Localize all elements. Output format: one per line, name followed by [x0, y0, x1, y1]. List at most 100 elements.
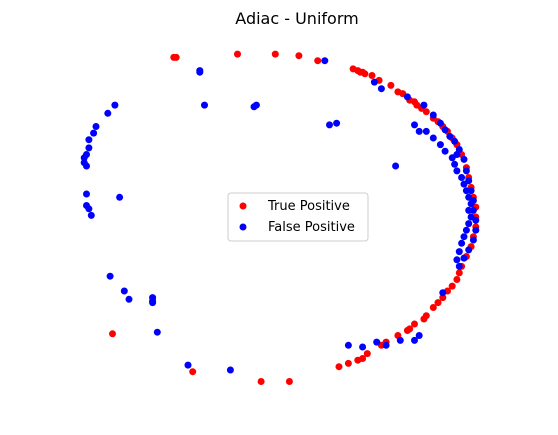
- false-positive-point: [149, 299, 157, 307]
- false-positive-point: [153, 328, 161, 336]
- false-positive-point: [439, 289, 447, 297]
- legend: True Positive False Positive: [227, 192, 369, 242]
- true-positive-point: [448, 282, 456, 290]
- false-positive-point: [184, 361, 192, 369]
- false-positive-point: [462, 187, 470, 195]
- false-positive-point: [80, 154, 88, 162]
- false-positive-point: [465, 246, 473, 254]
- false-positive-point: [85, 205, 93, 213]
- false-positive-point: [451, 137, 459, 145]
- true-positive-point: [172, 53, 180, 61]
- true-positive-point: [455, 269, 463, 277]
- true-positive-point: [368, 72, 376, 79]
- true-positive-point: [354, 356, 362, 364]
- false-positive-point: [359, 343, 367, 351]
- false-positive-point: [106, 272, 114, 280]
- false-positive-point: [411, 336, 418, 344]
- false-positive-point: [370, 78, 378, 86]
- false-positive-point: [116, 193, 124, 201]
- false-positive-point: [111, 101, 119, 109]
- true-positive-point: [361, 70, 369, 78]
- false-positive-point: [333, 119, 341, 127]
- false-positive-point: [422, 127, 430, 135]
- false-positive-point: [226, 366, 234, 374]
- legend-label-false-positive: False Positive: [268, 220, 355, 235]
- true-positive-point: [344, 359, 352, 367]
- true-positive-point: [439, 294, 447, 302]
- true-positive-point: [422, 108, 430, 116]
- false-positive-point: [467, 213, 475, 221]
- chart-title: Adiac - Uniform: [235, 9, 358, 28]
- false-positive-point: [392, 162, 400, 170]
- false-positive-point: [420, 101, 428, 109]
- false-positive-point: [382, 341, 390, 349]
- false-positive-point: [83, 162, 90, 170]
- false-positive-point: [83, 190, 90, 198]
- legend-box: [227, 192, 369, 242]
- false-positive-point: [455, 248, 463, 256]
- false-positive-point: [455, 262, 463, 270]
- false-positive-point: [92, 123, 100, 130]
- true-positive-point: [403, 327, 411, 334]
- false-positive-point: [104, 109, 112, 117]
- true-positive-point: [420, 315, 428, 323]
- false-positive-point: [462, 167, 470, 175]
- false-positive-series: [80, 57, 480, 374]
- false-positive-point: [462, 226, 470, 234]
- false-positive-point: [441, 147, 449, 155]
- false-positive-point: [436, 119, 444, 127]
- false-positive-point: [458, 174, 466, 181]
- false-positive-point: [125, 295, 133, 303]
- false-positive-point: [436, 141, 444, 149]
- false-positive-point: [460, 180, 468, 188]
- false-positive-point: [415, 332, 423, 339]
- false-positive-point: [85, 136, 93, 144]
- true-positive-point: [257, 378, 265, 385]
- true-positive-point: [234, 50, 241, 58]
- true-positive-point: [453, 276, 461, 283]
- false-positive-point: [465, 206, 473, 214]
- true-positive-point: [434, 299, 442, 307]
- true-positive-point: [363, 350, 371, 358]
- false-positive-point: [451, 160, 459, 168]
- false-positive-point: [460, 254, 468, 262]
- false-positive-point: [441, 126, 449, 134]
- false-positive-point: [120, 287, 128, 295]
- true-positive-point: [411, 320, 418, 328]
- true-positive-point: [335, 363, 343, 371]
- true-positive-point: [295, 52, 303, 60]
- false-positive-point: [403, 93, 411, 101]
- legend-marker-false-positive: [239, 223, 247, 231]
- false-positive-point: [453, 151, 461, 158]
- true-positive-point: [387, 81, 395, 89]
- false-positive-point: [472, 226, 480, 234]
- false-positive-point: [465, 220, 473, 228]
- false-positive-point: [87, 211, 95, 219]
- false-positive-point: [446, 132, 454, 140]
- false-positive-point: [85, 144, 93, 152]
- false-positive-point: [326, 121, 333, 129]
- false-positive-point: [469, 236, 477, 244]
- false-positive-point: [465, 193, 473, 201]
- false-positive-point: [373, 338, 381, 346]
- false-positive-point: [250, 103, 258, 111]
- legend-marker-true-positive: [239, 202, 247, 210]
- false-positive-point: [467, 200, 475, 208]
- true-positive-point: [285, 378, 293, 385]
- false-positive-point: [321, 57, 329, 65]
- false-positive-point: [377, 85, 385, 93]
- false-positive-point: [453, 256, 461, 264]
- legend-label-true-positive: True Positive: [267, 199, 350, 214]
- true-positive-point: [314, 57, 322, 65]
- false-positive-point: [453, 167, 461, 175]
- false-positive-point: [411, 121, 418, 129]
- false-positive-point: [429, 134, 437, 142]
- false-positive-point: [460, 155, 468, 163]
- false-positive-point: [429, 111, 437, 119]
- false-positive-point: [196, 67, 204, 75]
- true-positive-point: [271, 50, 279, 58]
- false-positive-point: [460, 233, 468, 241]
- false-positive-point: [90, 129, 98, 137]
- true-positive-point: [189, 368, 197, 376]
